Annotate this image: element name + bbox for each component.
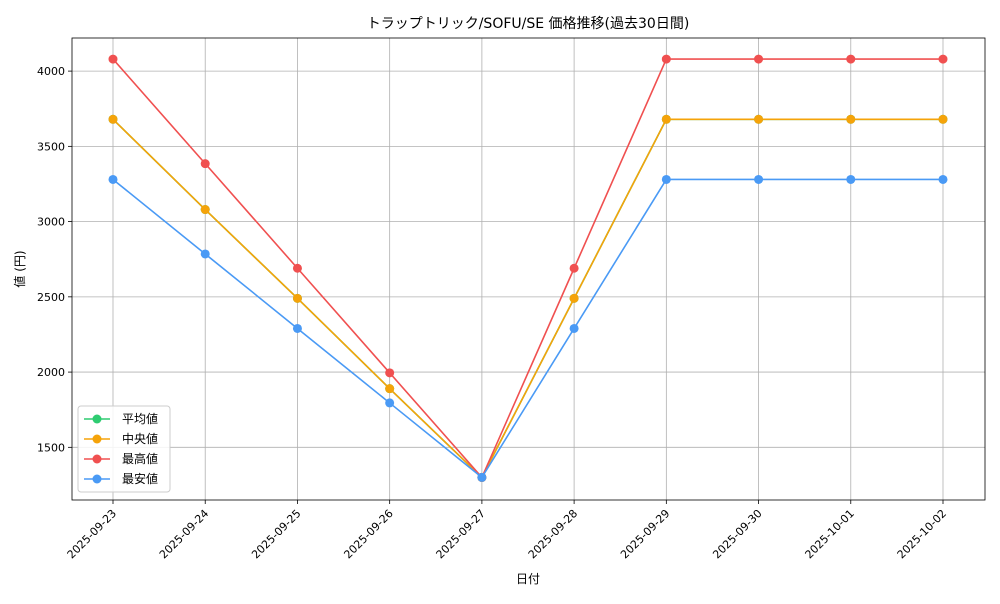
legend-marker bbox=[92, 474, 102, 484]
data-point bbox=[292, 293, 302, 303]
y-tick-label: 2000 bbox=[37, 366, 65, 379]
data-series bbox=[108, 54, 948, 482]
data-point bbox=[846, 114, 856, 124]
x-tick-label: 2025-09-23 bbox=[65, 507, 119, 561]
data-point bbox=[385, 398, 395, 408]
chart-title: トラップトリック/SOFU/SE 価格推移(過去30日間) bbox=[367, 16, 690, 32]
legend-marker bbox=[92, 434, 102, 444]
legend-marker bbox=[92, 454, 102, 464]
series-line bbox=[112, 118, 943, 479]
x-tick-label: 2025-09-27 bbox=[434, 507, 488, 561]
data-point bbox=[938, 54, 948, 64]
x-tick-label: 2025-10-02 bbox=[895, 507, 949, 561]
series-line bbox=[112, 118, 943, 479]
data-point bbox=[477, 472, 487, 482]
y-tick-label: 1500 bbox=[37, 441, 65, 454]
data-point bbox=[108, 174, 118, 184]
series-line bbox=[112, 178, 943, 479]
data-point bbox=[661, 54, 671, 64]
plot-frame bbox=[71, 37, 986, 501]
data-point bbox=[661, 114, 671, 124]
data-point bbox=[385, 384, 395, 394]
y-axis-label: 値 (円) bbox=[12, 250, 27, 287]
data-point bbox=[846, 174, 856, 184]
data-point bbox=[661, 174, 671, 184]
series-line bbox=[112, 58, 943, 479]
x-tick-label: 2025-09-30 bbox=[710, 507, 764, 561]
legend-label: 最安値 bbox=[122, 471, 158, 486]
y-tick-label: 4000 bbox=[37, 65, 65, 78]
data-point bbox=[938, 174, 948, 184]
grid-lines bbox=[72, 38, 985, 500]
data-point bbox=[108, 114, 118, 124]
y-tick-label: 2500 bbox=[37, 291, 65, 304]
x-tick-label: 2025-10-01 bbox=[802, 507, 856, 561]
data-point bbox=[292, 323, 302, 333]
legend-label: 中央値 bbox=[122, 431, 158, 446]
legend-marker bbox=[92, 414, 102, 424]
data-point bbox=[754, 114, 764, 124]
legend-box bbox=[77, 405, 171, 493]
y-tick-label: 3000 bbox=[37, 216, 65, 229]
x-tick-label: 2025-09-29 bbox=[618, 507, 672, 561]
legend-label: 平均値 bbox=[122, 411, 158, 426]
data-point bbox=[200, 249, 210, 259]
legend-label: 最高値 bbox=[122, 451, 158, 466]
axes: 2025-09-23 2025-09-24 2025-09-25 2025-09-26… bbox=[37, 37, 986, 561]
data-point bbox=[846, 54, 856, 64]
data-point bbox=[200, 205, 210, 215]
data-point bbox=[569, 293, 579, 303]
data-point bbox=[108, 54, 118, 64]
y-tick-label: 3500 bbox=[37, 140, 65, 153]
data-point bbox=[385, 368, 395, 378]
data-point bbox=[292, 263, 302, 273]
data-point bbox=[569, 323, 579, 333]
data-point bbox=[938, 114, 948, 124]
x-axis-label: 日付 bbox=[516, 572, 540, 586]
x-tick-label: 2025-09-24 bbox=[157, 507, 211, 561]
data-point bbox=[754, 174, 764, 184]
data-point bbox=[200, 159, 210, 169]
data-point bbox=[569, 263, 579, 273]
x-tick-label: 2025-09-28 bbox=[526, 507, 580, 561]
x-tick-label: 2025-09-26 bbox=[341, 507, 395, 561]
x-tick-label: 2025-09-25 bbox=[249, 507, 303, 561]
data-point bbox=[754, 54, 764, 64]
